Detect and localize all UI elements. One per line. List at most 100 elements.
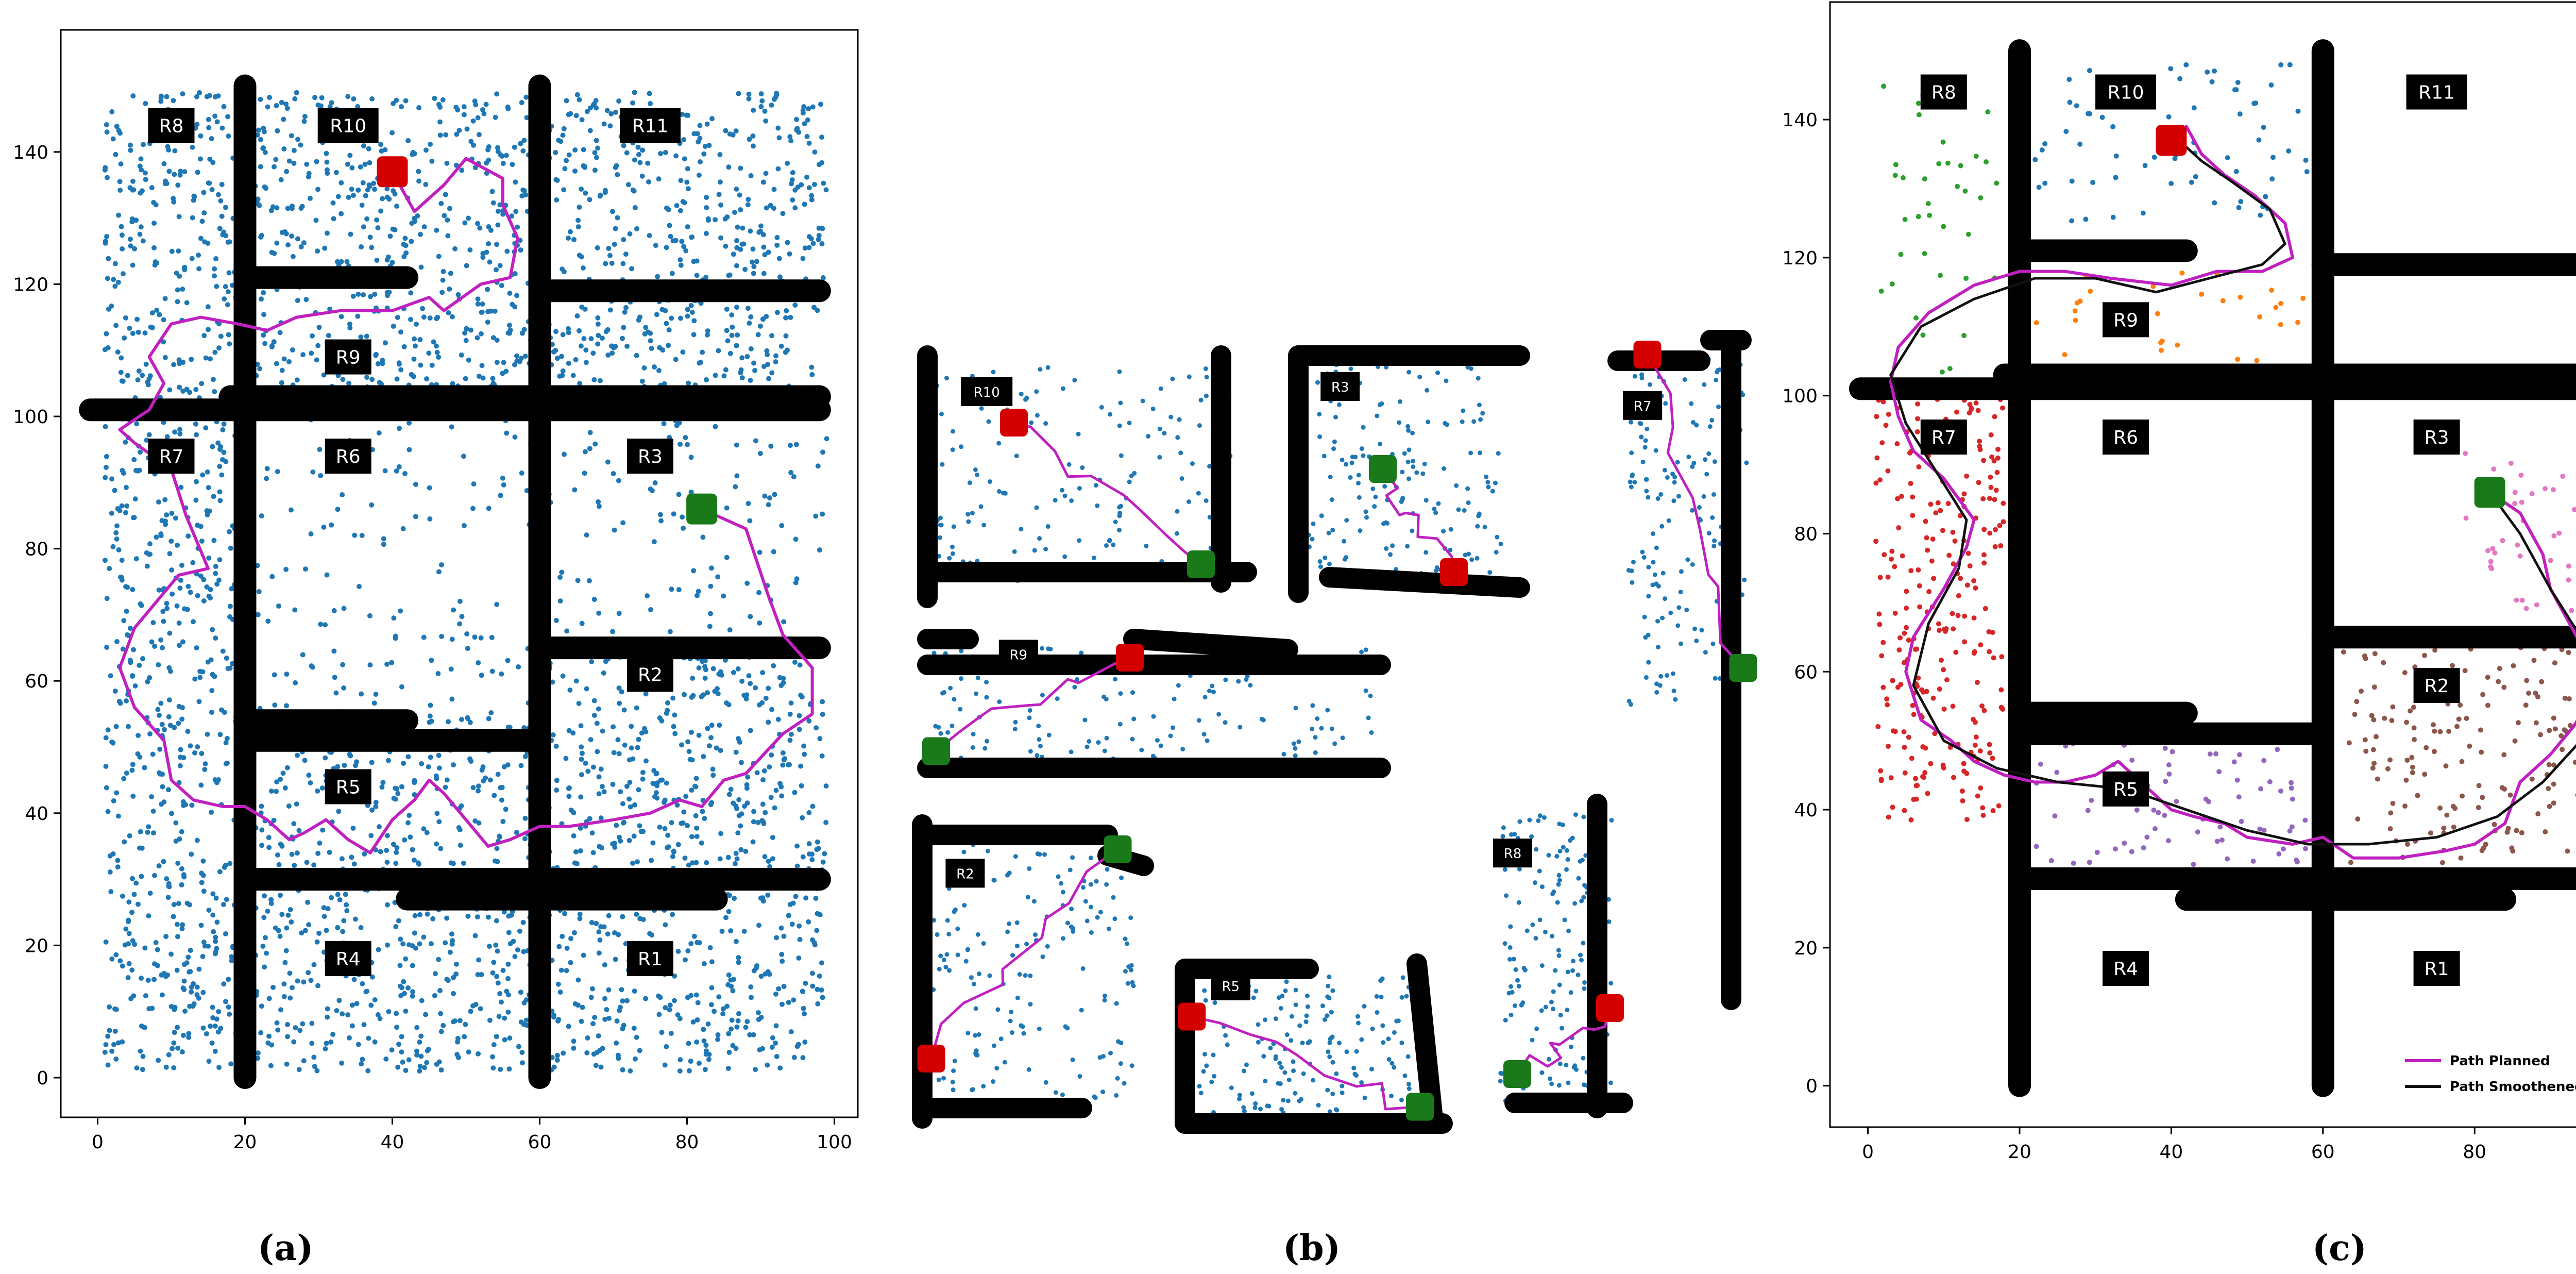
sample-point bbox=[1361, 425, 1366, 430]
sample-point bbox=[436, 254, 442, 259]
sample-point bbox=[276, 603, 282, 609]
sample-point bbox=[212, 273, 217, 279]
sample-point bbox=[645, 160, 651, 166]
sample-point bbox=[174, 603, 180, 609]
sample-point bbox=[632, 1056, 638, 1062]
sample-point bbox=[315, 187, 321, 192]
sample-point bbox=[272, 250, 277, 256]
sample-point bbox=[762, 252, 768, 258]
sample-point bbox=[514, 293, 520, 298]
sample-point bbox=[414, 1052, 420, 1058]
sample-point bbox=[1118, 453, 1124, 458]
x-tick-label: 40 bbox=[381, 1132, 404, 1153]
sample-point bbox=[287, 907, 293, 913]
sample-point bbox=[622, 309, 628, 315]
sample-point bbox=[1515, 978, 1520, 983]
sample-point bbox=[1289, 1014, 1294, 1019]
sample-point bbox=[110, 851, 116, 857]
sample-point bbox=[1643, 477, 1649, 482]
sample-point bbox=[788, 314, 793, 320]
sample-point bbox=[1203, 366, 1208, 371]
sample-point bbox=[318, 473, 324, 478]
sample-point bbox=[636, 317, 641, 323]
sample-point bbox=[140, 373, 145, 378]
room-label-box bbox=[627, 657, 673, 692]
sample-point bbox=[521, 1021, 527, 1027]
sample-point bbox=[438, 846, 444, 851]
sample-point bbox=[475, 115, 481, 121]
sample-point bbox=[1581, 1055, 1586, 1061]
sample-point bbox=[502, 1015, 507, 1021]
sample-point bbox=[787, 737, 793, 743]
sample-point bbox=[984, 695, 989, 700]
sample-point bbox=[733, 938, 739, 944]
sample-point bbox=[115, 864, 121, 870]
sample-point bbox=[1484, 474, 1489, 479]
sample-point bbox=[689, 694, 694, 700]
sample-point bbox=[1108, 1050, 1113, 1055]
sample-point bbox=[1640, 549, 1645, 555]
sample-point bbox=[176, 248, 181, 254]
sample-point bbox=[652, 364, 657, 370]
sample-point bbox=[961, 849, 967, 854]
sample-point bbox=[702, 143, 708, 149]
sample-point bbox=[1315, 380, 1320, 385]
sample-point bbox=[1278, 1005, 1283, 1011]
sample-point bbox=[775, 166, 781, 172]
sample-point bbox=[583, 347, 589, 353]
sample-point bbox=[151, 830, 157, 836]
sample-point bbox=[428, 702, 433, 708]
sample-point bbox=[377, 1016, 383, 1021]
sample-point bbox=[426, 350, 432, 356]
sample-point bbox=[715, 1036, 721, 1042]
sample-point bbox=[319, 95, 325, 100]
sample-point bbox=[1130, 736, 1135, 742]
sample-point bbox=[560, 933, 565, 939]
sample-point bbox=[566, 330, 571, 336]
sample-point bbox=[268, 897, 274, 902]
sample-point bbox=[494, 974, 500, 979]
sample-point bbox=[1140, 398, 1145, 404]
sample-point bbox=[394, 468, 399, 474]
sample-point bbox=[522, 815, 528, 821]
sample-point bbox=[574, 92, 580, 97]
sample-point bbox=[758, 91, 764, 97]
sample-point bbox=[416, 105, 422, 111]
sample-point bbox=[406, 447, 412, 452]
sample-point bbox=[185, 729, 191, 734]
sample-point bbox=[1502, 941, 1507, 946]
sample-point bbox=[317, 840, 323, 846]
sample-point bbox=[113, 323, 119, 328]
sample-point bbox=[789, 181, 794, 187]
sample-point bbox=[338, 211, 344, 216]
sample-point bbox=[1092, 1094, 1097, 1099]
sample-point bbox=[490, 970, 496, 976]
sample-point bbox=[117, 130, 123, 136]
sample-point bbox=[199, 750, 205, 756]
sample-point bbox=[1706, 531, 1711, 536]
sample-point bbox=[380, 361, 385, 366]
sample-point bbox=[685, 948, 691, 953]
sample-point bbox=[794, 863, 800, 869]
sample-point bbox=[1682, 377, 1687, 382]
sample-point bbox=[703, 1043, 709, 1048]
sample-point bbox=[736, 797, 742, 802]
sample-point bbox=[113, 1056, 119, 1062]
sample-point bbox=[455, 107, 461, 113]
sample-point bbox=[806, 106, 811, 112]
sample-point bbox=[147, 675, 152, 681]
sample-point bbox=[1892, 610, 1898, 616]
sample-point bbox=[385, 293, 391, 298]
sample-point bbox=[376, 824, 382, 830]
sample-point bbox=[140, 1067, 145, 1072]
sample-point bbox=[1433, 510, 1438, 515]
sample-point bbox=[384, 257, 390, 263]
sample-point bbox=[959, 648, 964, 653]
sample-point bbox=[449, 314, 455, 320]
sample-point bbox=[119, 558, 125, 563]
sample-point bbox=[815, 911, 820, 916]
sample-point bbox=[476, 820, 482, 826]
sample-point bbox=[2526, 690, 2532, 696]
sample-point bbox=[475, 221, 481, 226]
sample-point bbox=[729, 332, 735, 338]
